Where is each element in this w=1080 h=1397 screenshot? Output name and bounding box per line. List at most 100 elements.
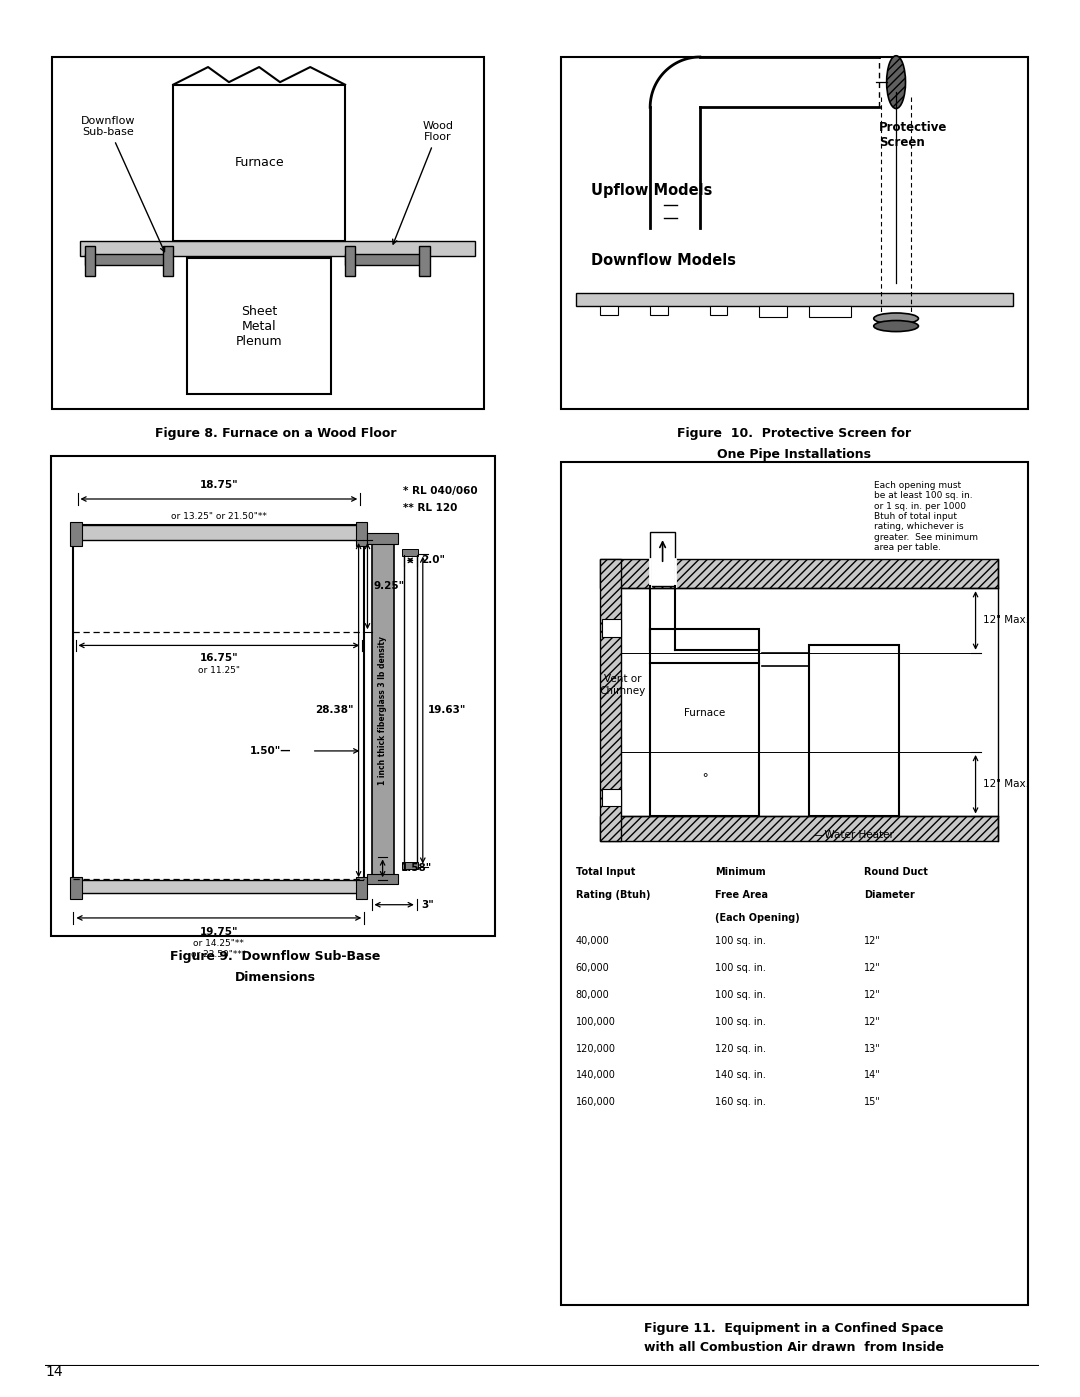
Text: ⚬: ⚬ [700, 771, 710, 781]
Text: Figure  10.  Protective Screen for: Figure 10. Protective Screen for [677, 427, 910, 440]
Text: 16.75": 16.75" [200, 654, 239, 664]
Text: 13": 13" [864, 1044, 880, 1053]
Text: 100,000: 100,000 [576, 1017, 616, 1027]
Bar [419, 246, 430, 275]
Text: Figure 11.  Equipment in a Confined Space: Figure 11. Equipment in a Confined Space [644, 1322, 944, 1334]
Bar [603, 619, 621, 637]
Bar [600, 559, 998, 588]
Text: or 22.50"***: or 22.50"*** [191, 950, 246, 960]
Bar [187, 258, 332, 394]
Text: Protective
Screen: Protective Screen [879, 122, 947, 149]
Bar [73, 525, 364, 541]
Bar [70, 522, 82, 546]
Text: Figure 8. Furnace on a Wood Floor: Figure 8. Furnace on a Wood Floor [154, 427, 396, 440]
Bar [356, 522, 367, 546]
Text: 19.63": 19.63" [428, 705, 465, 715]
Ellipse shape [874, 320, 918, 331]
Text: Figure 9.  Downflow Sub-Base: Figure 9. Downflow Sub-Base [171, 950, 380, 963]
Text: 60,000: 60,000 [576, 963, 609, 974]
Text: 12" Max.: 12" Max. [983, 780, 1029, 789]
Bar [367, 534, 397, 543]
Text: Total Input: Total Input [576, 868, 635, 877]
Text: Upflow Models: Upflow Models [591, 183, 712, 198]
Text: 80,000: 80,000 [576, 990, 609, 1000]
Bar [85, 246, 95, 275]
Text: 1.50"—: 1.50"— [251, 746, 292, 756]
Text: 14: 14 [45, 1365, 63, 1379]
Text: 12": 12" [864, 963, 880, 974]
Text: or 14.25"**: or 14.25"** [193, 939, 244, 949]
Ellipse shape [887, 56, 905, 109]
Text: Wood
Floor: Wood Floor [393, 122, 454, 244]
Text: with all Combustion Air drawn  from Inside: with all Combustion Air drawn from Insid… [644, 1341, 944, 1354]
Text: Downflow
Sub-base: Downflow Sub-base [81, 116, 164, 251]
Text: 15": 15" [864, 1097, 880, 1108]
Bar [809, 306, 851, 317]
Text: 100 sq. in.: 100 sq. in. [715, 1017, 766, 1027]
Text: 160,000: 160,000 [576, 1097, 616, 1108]
Text: 14": 14" [864, 1070, 880, 1080]
Bar [809, 644, 899, 816]
Text: 140,000: 140,000 [576, 1070, 616, 1080]
Text: 9.25": 9.25" [374, 581, 405, 591]
Text: 100 sq. in.: 100 sq. in. [715, 963, 766, 974]
Bar [163, 246, 173, 275]
Bar [85, 254, 168, 264]
Bar [402, 862, 418, 869]
Text: ** RL 120: ** RL 120 [403, 503, 457, 513]
Text: Sheet
Metal
Plenum: Sheet Metal Plenum [235, 305, 283, 348]
Text: Vent or
Chimney: Vent or Chimney [599, 675, 646, 696]
Text: Free Area: Free Area [715, 890, 768, 900]
Bar [650, 629, 759, 816]
Text: 1.58": 1.58" [401, 863, 432, 873]
Text: 12": 12" [864, 1017, 880, 1027]
Bar [402, 549, 418, 556]
Bar [356, 877, 367, 900]
Bar [600, 306, 618, 314]
Bar [173, 85, 345, 240]
Text: Diameter: Diameter [864, 890, 915, 900]
Bar [80, 240, 475, 256]
Text: —Water Heater: —Water Heater [814, 830, 894, 840]
Text: 140 sq. in.: 140 sq. in. [715, 1070, 766, 1080]
Bar [710, 306, 727, 314]
Bar [600, 559, 621, 841]
Text: Dimensions: Dimensions [235, 971, 315, 983]
Text: 2.0": 2.0" [421, 556, 445, 566]
Text: 160 sq. in.: 160 sq. in. [715, 1097, 766, 1108]
Bar [346, 254, 429, 264]
Text: 120,000: 120,000 [576, 1044, 616, 1053]
Text: * RL 040/060: * RL 040/060 [403, 486, 477, 496]
Text: Round Duct: Round Duct [864, 868, 928, 877]
Bar [404, 553, 417, 866]
Text: Each opening must
be at least 100 sq. in.
or 1 sq. in. per 1000
Btuh of total in: Each opening must be at least 100 sq. in… [874, 481, 977, 552]
Bar [650, 306, 667, 314]
Text: 12" Max.: 12" Max. [983, 616, 1029, 626]
Text: 28.38": 28.38" [315, 705, 354, 715]
Text: or 13.25" or 21.50"**: or 13.25" or 21.50"** [171, 513, 267, 521]
Text: 100 sq. in.: 100 sq. in. [715, 990, 766, 1000]
Text: 40,000: 40,000 [576, 936, 609, 946]
Text: or 11.25": or 11.25" [198, 666, 240, 675]
Ellipse shape [874, 313, 918, 324]
Text: 3": 3" [421, 900, 434, 909]
Text: Rating (Btuh): Rating (Btuh) [576, 890, 650, 900]
Bar [759, 306, 786, 317]
Text: Furnace: Furnace [685, 708, 726, 718]
Bar [576, 293, 1013, 306]
Bar [70, 877, 82, 900]
Text: Minimum: Minimum [715, 868, 766, 877]
Bar [372, 541, 394, 880]
Bar [367, 873, 397, 884]
Bar [73, 525, 364, 894]
Text: (Each Opening): (Each Opening) [715, 912, 799, 922]
Text: 120 sq. in.: 120 sq. in. [715, 1044, 766, 1053]
Text: 100 sq. in.: 100 sq. in. [715, 936, 766, 946]
Bar [600, 816, 998, 841]
Text: 19.75": 19.75" [200, 928, 238, 937]
Text: One Pipe Installations: One Pipe Installations [717, 448, 870, 461]
Bar [650, 532, 675, 585]
Bar [346, 246, 355, 275]
Text: 18.75": 18.75" [200, 481, 239, 490]
Text: 12": 12" [864, 936, 880, 946]
